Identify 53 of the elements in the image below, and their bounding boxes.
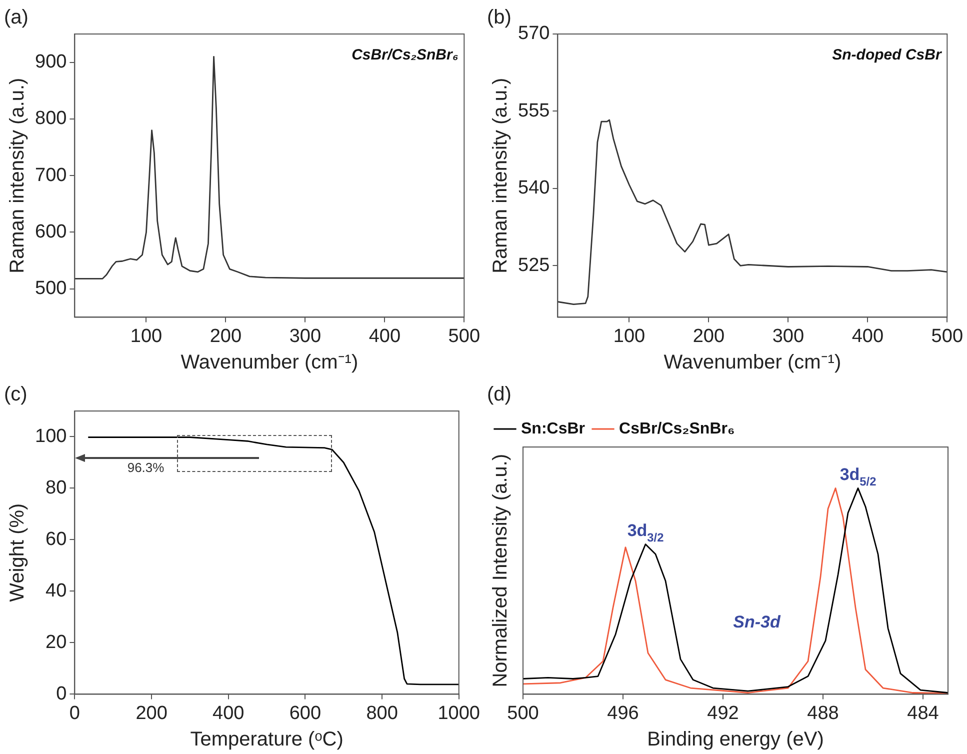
x-tick-label: 1000 [438,702,480,724]
y-axis-title: Weight (%) [6,503,29,602]
y-tick-label: 80 [46,477,67,498]
x-tick-label: 484 [907,702,940,724]
annotation: CsBr/Cs₂SnBr₆ [352,46,458,64]
y-tick-label: 900 [35,52,67,73]
chart-title: (b) [487,6,512,29]
x-axis-title: Wavenumber (cm⁻¹) [664,352,842,374]
y-tick-label: 540 [518,178,550,199]
x-axis-title: Wavenumber (cm⁻¹) [180,352,358,374]
y-tick-label: 60 [46,528,67,550]
y-tick-label: 40 [46,580,67,602]
y-tick-label: 0 [56,683,67,704]
y-tick-label: 500 [35,278,67,300]
chart-title: (c) [4,384,28,406]
chart-title: (a) [4,6,28,29]
y-tick-label: 700 [35,164,67,186]
x-tick-label: 200 [692,326,725,347]
legend-label: CsBr/Cs₂SnBr₆ [619,420,735,438]
x-tick-label: 496 [607,702,639,724]
legend-label: Sn:CsBr [521,420,586,438]
y-tick-label: 570 [518,23,550,44]
x-tick-label: 492 [707,702,739,724]
annotation: Sn-doped CsBr [832,46,942,64]
y-axis-title: Raman intensity (a.u.) [490,78,512,274]
x-tick-label: 488 [807,702,839,724]
y-tick-label: 20 [46,632,67,653]
y-tick-label: 800 [35,108,67,130]
x-tick-label: 100 [130,326,162,347]
x-tick-label: 500 [448,326,480,347]
x-tick-label: 300 [772,326,804,347]
x-tick-label: 500 [931,326,963,347]
chart-title: (d) [487,384,512,406]
x-axis-title: Temperature (ᵒC) [190,728,344,751]
x-tick-label: 600 [289,702,322,724]
y-axis-title: Raman intensity (a.u.) [6,78,29,274]
y-axis-title: Normalized Intensity (a.u.) [490,454,512,688]
x-tick-label: 800 [366,702,398,724]
y-tick-label: 525 [518,254,550,276]
x-tick-label: 400 [212,702,244,724]
y-tick-label: 600 [35,221,67,242]
x-tick-label: 400 [852,326,884,347]
x-tick-label: 400 [368,326,401,347]
y-tick-label: 100 [35,426,67,447]
x-axis-title: Binding energy (eV) [647,728,824,751]
y-tick-label: 555 [518,100,550,122]
x-tick-label: 100 [613,326,646,347]
annotation: 96.3% [127,460,165,475]
annotation: Sn-3d [733,612,781,632]
x-tick-label: 200 [210,326,242,347]
x-tick-label: 200 [136,702,168,724]
x-tick-label: 0 [69,702,80,724]
x-tick-label: 300 [289,326,322,347]
